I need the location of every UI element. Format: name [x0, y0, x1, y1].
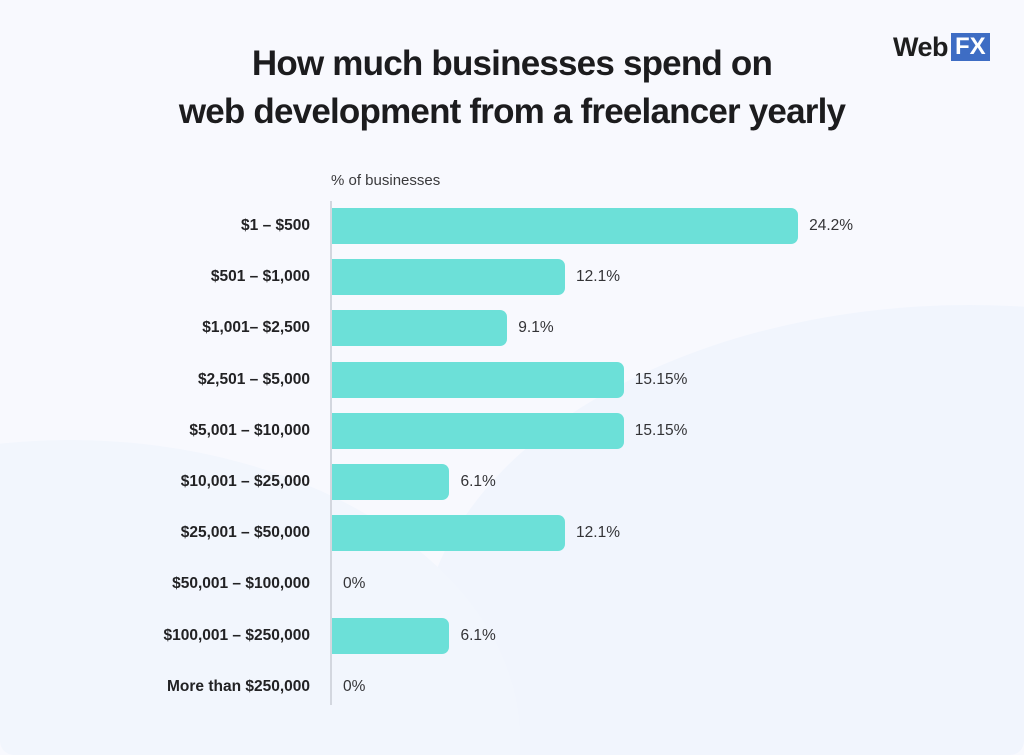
axis-label: % of businesses	[331, 172, 441, 189]
bar-row: $1 – $500 24.2%	[0, 208, 1024, 244]
category-label: $501 – $1,000	[210, 268, 310, 286]
category-label: $100,001 – $250,000	[163, 626, 310, 644]
value-label: 6.1%	[460, 626, 496, 644]
bar	[332, 617, 450, 654]
bar-row: $10,001 – $25,000 6.1%	[0, 464, 1024, 500]
logo-text-fx: FX	[951, 33, 990, 61]
category-label: $10,001 – $25,000	[180, 473, 310, 490]
bar	[332, 412, 624, 449]
category-label: More than $250,000	[166, 677, 310, 695]
category-label: $25,001 – $50,000	[180, 524, 310, 542]
bar-row: More than $250,000 0%	[0, 669, 1024, 705]
bar-row: $50,001 – $100,000 0%	[0, 566, 1024, 602]
y-axis-line	[330, 201, 332, 705]
category-label: $2,501 – $5,000	[197, 370, 310, 388]
bar	[332, 310, 508, 347]
bar-row: $501 – $1,000 12.1%	[0, 259, 1024, 296]
category-label: $1,001– $2,500	[202, 319, 310, 337]
value-label: 24.2%	[809, 217, 854, 234]
logo-text-web: Web	[893, 31, 949, 62]
value-label: 15.15%	[634, 370, 688, 388]
bar-row: $25,001 – $50,000 12.1%	[0, 515, 1024, 552]
bar-row: $100,001 – $250,000 6.1%	[0, 617, 1024, 654]
bar-row: $2,501 – $5,000 15.15%	[0, 361, 1024, 398]
bar	[332, 464, 450, 500]
bar-row: $1,001– $2,500 9.1%	[0, 310, 1024, 347]
category-label: $5,001 – $10,000	[189, 421, 310, 439]
value-label: 9.1%	[518, 319, 554, 337]
value-label: 0%	[343, 575, 366, 593]
category-label: $1 – $500	[241, 217, 310, 234]
bar	[332, 259, 566, 296]
value-label: 15.15%	[634, 421, 688, 439]
chart-title: How much businesses spend on web develop…	[0, 40, 1024, 136]
webfx-logo: Web FX	[893, 31, 990, 62]
value-label: 12.1%	[576, 268, 620, 286]
value-label: 6.1%	[460, 473, 496, 490]
title-line-1: How much businesses spend on	[251, 44, 773, 83]
bar	[332, 515, 566, 552]
bar	[332, 208, 799, 244]
bar	[332, 361, 624, 398]
title-line-2: web development from a freelancer yearly	[178, 92, 846, 131]
value-label: 12.1%	[576, 524, 620, 542]
value-label: 0%	[343, 677, 366, 695]
category-label: $50,001 – $100,000	[172, 575, 310, 593]
bar-row: $5,001 – $10,000 15.15%	[0, 412, 1024, 449]
